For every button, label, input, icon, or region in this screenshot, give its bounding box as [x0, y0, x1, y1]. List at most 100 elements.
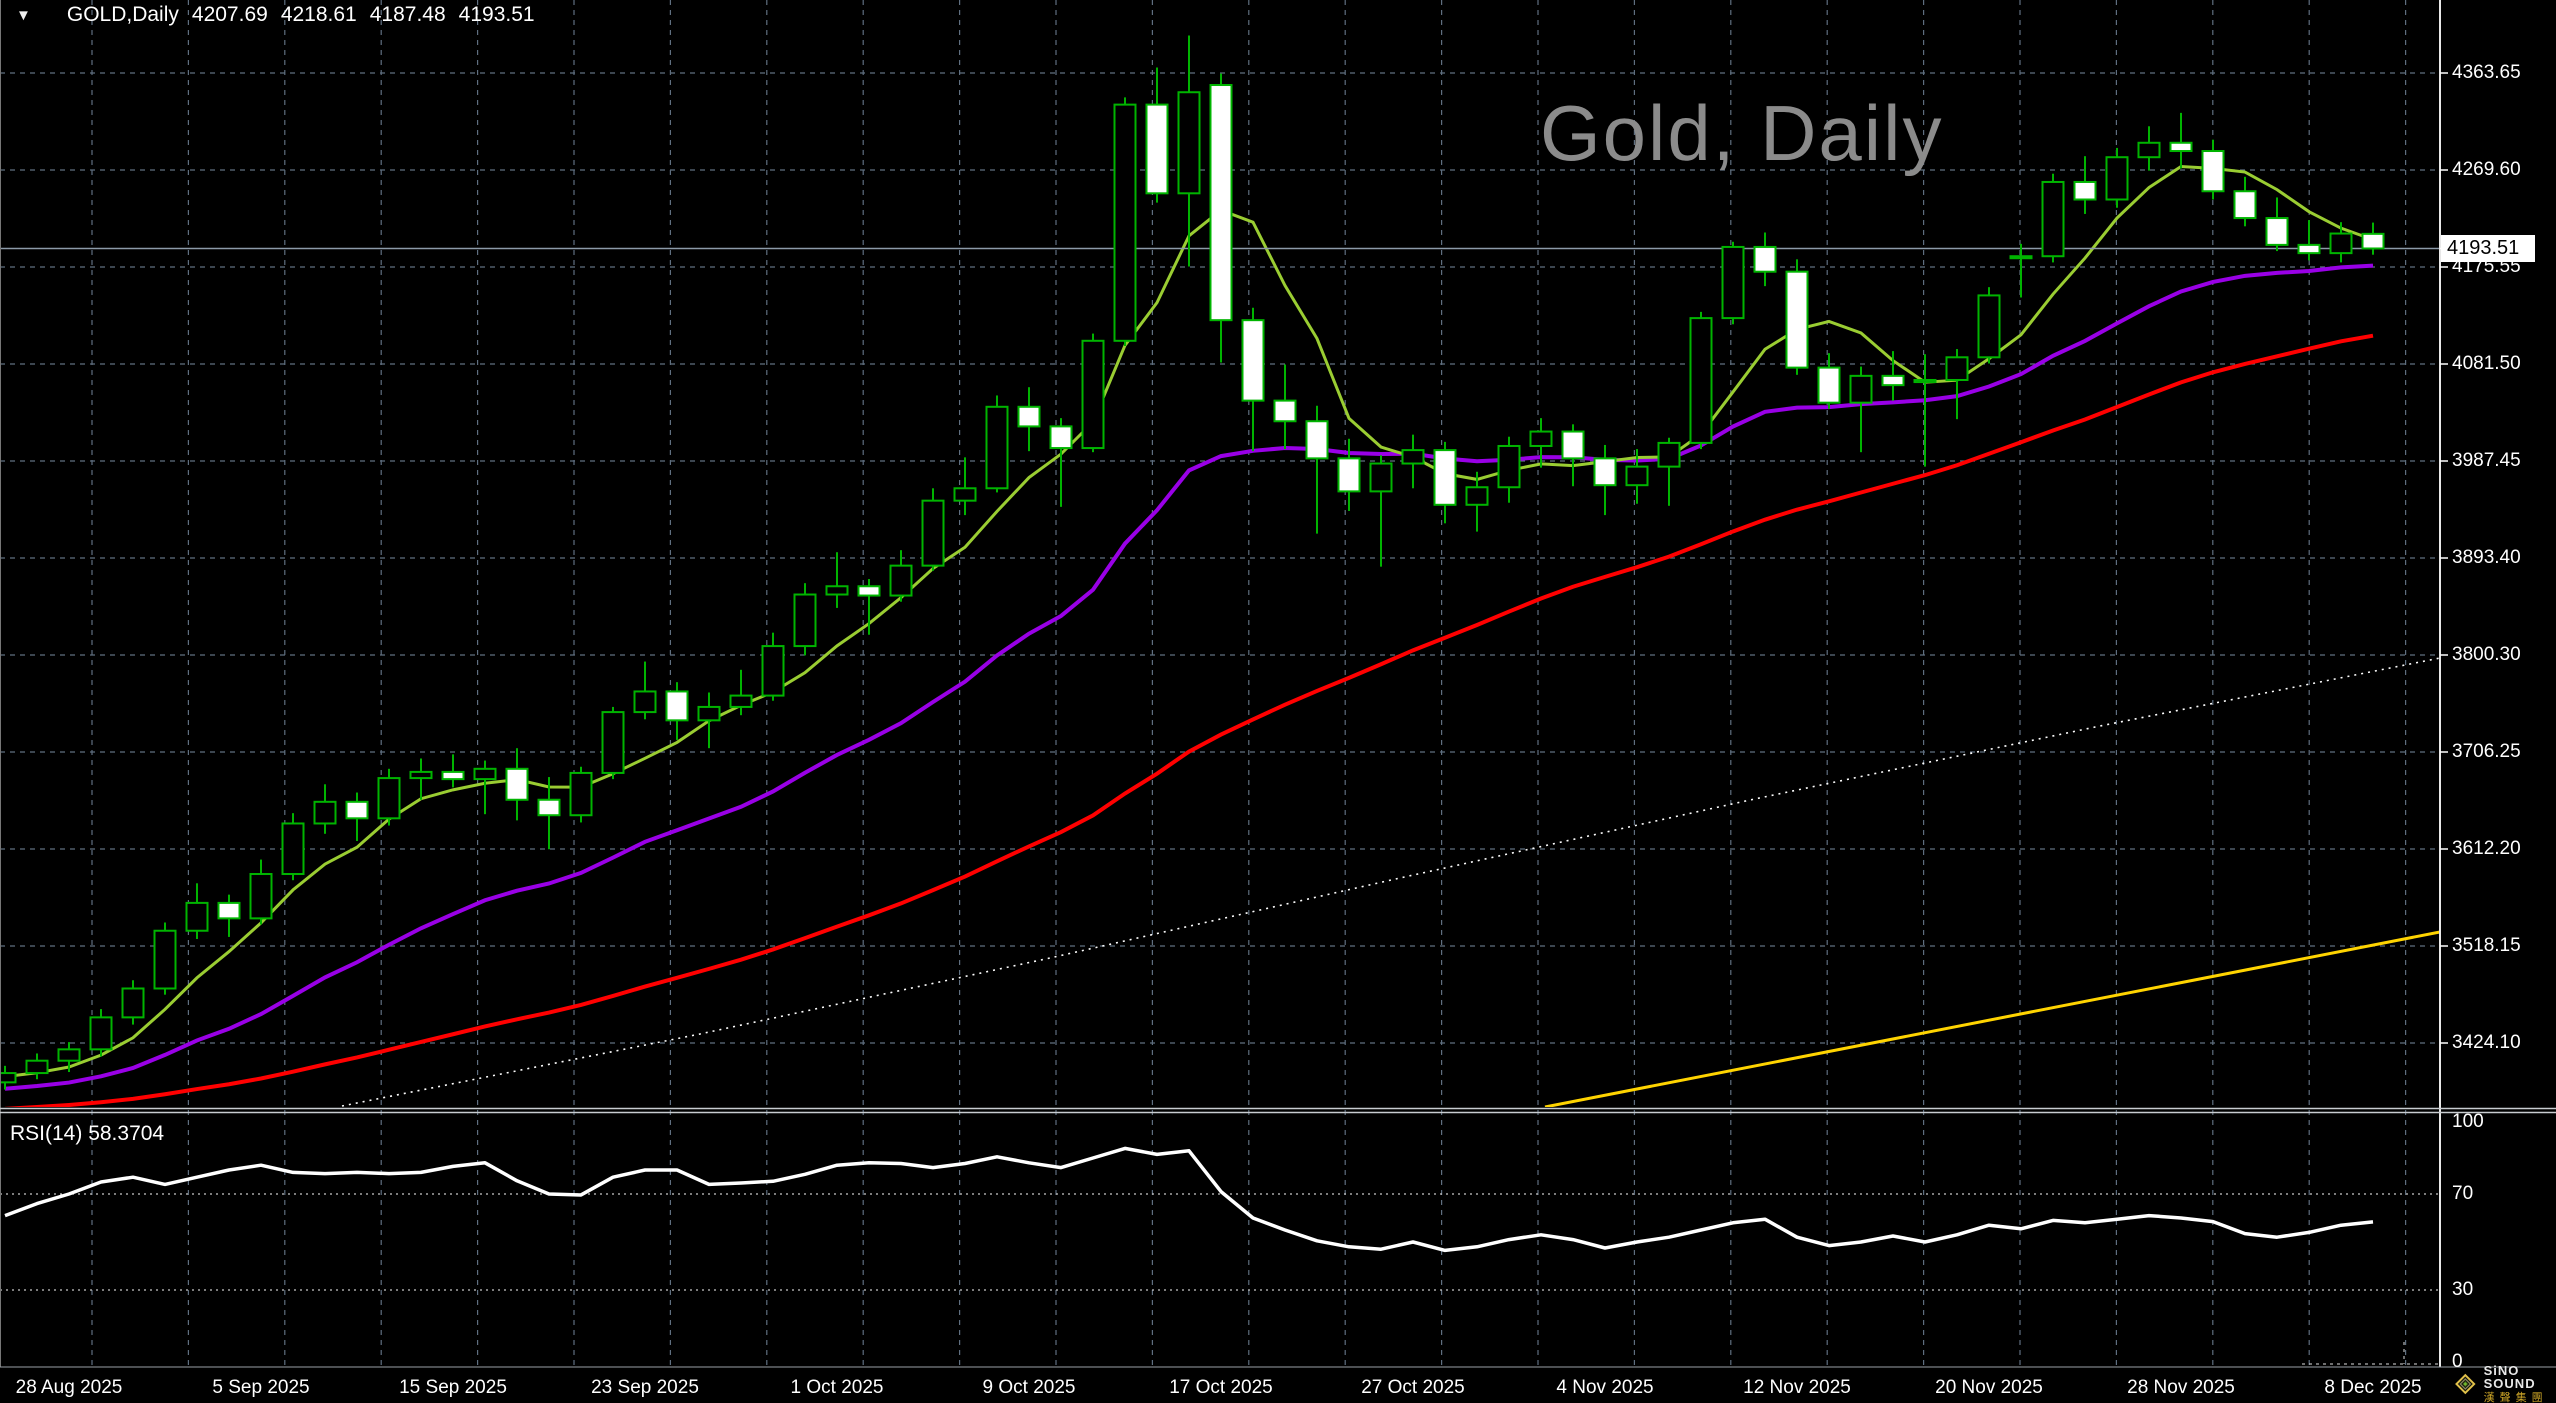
date-axis-label[interactable]: 9 Oct 2025	[982, 1377, 1076, 1398]
candle-bull[interactable]	[761, 645, 785, 697]
candle-bull[interactable]	[1625, 465, 1649, 487]
candle-bull[interactable]	[57, 1048, 81, 1062]
candle-bear[interactable]	[1337, 457, 1361, 493]
candle-bull[interactable]	[281, 822, 305, 876]
broker-logo: SiNO SOUND 漢聲集團	[2452, 1364, 2556, 1403]
candle-bear[interactable]	[537, 798, 561, 817]
candle-bull[interactable]	[569, 771, 593, 817]
date-axis-label[interactable]: 17 Oct 2025	[1169, 1377, 1273, 1398]
price-axis-label: 3987.45	[2452, 450, 2521, 471]
candle-bull[interactable]	[1721, 245, 1745, 320]
date-axis-label[interactable]: 28 Aug 2025	[15, 1377, 123, 1398]
candle-bear[interactable]	[1049, 425, 1073, 450]
open-value: 4207.69	[191, 3, 268, 26]
date-axis-label[interactable]: 15 Sep 2025	[399, 1377, 507, 1398]
candle-bull[interactable]	[1657, 441, 1681, 468]
price-axis-label: 4363.65	[2452, 62, 2521, 83]
date-axis-label[interactable]: 1 Oct 2025	[790, 1377, 884, 1398]
rsi-scale-label: 0	[2452, 1351, 2463, 1372]
watermark: Gold, Daily	[1540, 89, 1944, 177]
candle-bull[interactable]	[473, 767, 497, 781]
date-axis-label[interactable]: 27 Oct 2025	[1361, 1377, 1465, 1398]
candle-bear[interactable]	[1145, 103, 1169, 195]
ma-dotted-line	[341, 657, 2440, 1107]
candle-bull[interactable]	[2137, 141, 2161, 159]
date-axis-label[interactable]: 5 Sep 2025	[212, 1377, 310, 1398]
candle-bear[interactable]	[2201, 150, 2225, 193]
price-axis-label: 3800.30	[2452, 644, 2521, 665]
candle-bull[interactable]	[1401, 449, 1425, 465]
candle-bear[interactable]	[1209, 84, 1233, 322]
candle-bear[interactable]	[1817, 366, 1841, 404]
date-axis-label[interactable]: 8 Dec 2025	[2324, 1377, 2422, 1398]
candle-bull[interactable]	[153, 929, 177, 990]
candle-bear[interactable]	[1593, 457, 1617, 487]
candle-bull[interactable]	[2329, 232, 2353, 255]
candle-bull[interactable]	[1177, 91, 1201, 195]
candle-bear[interactable]	[1561, 430, 1585, 460]
candle-bear[interactable]	[441, 770, 465, 781]
candle-bear[interactable]	[2169, 141, 2193, 153]
candle-bull[interactable]	[25, 1059, 49, 1075]
candle-bear[interactable]	[857, 585, 881, 597]
date-axis-label[interactable]: 20 Nov 2025	[1935, 1377, 2043, 1398]
ma-mid-purple-line	[4, 263, 2374, 1091]
candle-bull[interactable]	[1465, 486, 1489, 506]
candle-bull[interactable]	[1689, 317, 1713, 444]
candle-bear[interactable]	[1881, 374, 1905, 387]
candle-bull[interactable]	[633, 690, 657, 714]
candle-bull[interactable]	[121, 987, 145, 1019]
candle-bull[interactable]	[601, 711, 625, 774]
candle-bull[interactable]	[889, 564, 913, 597]
candle-bull[interactable]	[89, 1016, 113, 1051]
candle-bear[interactable]	[1017, 405, 1041, 428]
candle-bear[interactable]	[2361, 232, 2385, 250]
date-axis-label[interactable]: 4 Nov 2025	[1556, 1377, 1654, 1398]
candle-bear[interactable]	[1305, 420, 1329, 460]
candle-bull[interactable]	[921, 499, 945, 567]
candle-bull[interactable]	[1369, 462, 1393, 493]
candle-bull[interactable]	[825, 585, 849, 596]
date-axis-label[interactable]: 23 Sep 2025	[591, 1377, 699, 1398]
candle-bull[interactable]	[2009, 255, 2033, 260]
candle-bull[interactable]	[1913, 378, 1937, 384]
candle-bear[interactable]	[2297, 243, 2321, 255]
candle-bull[interactable]	[953, 487, 977, 502]
candle-bull[interactable]	[185, 901, 209, 932]
candle-bull[interactable]	[1497, 444, 1521, 489]
candle-bull[interactable]	[1113, 103, 1137, 342]
candle-bull[interactable]	[2105, 156, 2129, 201]
candle-bear[interactable]	[1753, 245, 1777, 273]
candle-bull[interactable]	[1081, 339, 1105, 450]
candle-bear[interactable]	[1273, 399, 1297, 423]
candle-bull[interactable]	[1849, 374, 1873, 404]
date-axis-label[interactable]: 28 Nov 2025	[2127, 1377, 2235, 1398]
candle-bull[interactable]	[985, 405, 1009, 490]
candle-bear[interactable]	[505, 767, 529, 801]
date-axis-label[interactable]: 12 Nov 2025	[1743, 1377, 1851, 1398]
candle-bull[interactable]	[2041, 180, 2065, 258]
candle-bear[interactable]	[217, 901, 241, 920]
candle-bull[interactable]	[377, 777, 401, 820]
candle-bull[interactable]	[409, 770, 433, 780]
price-axis-label: 4175.55	[2452, 256, 2521, 277]
candle-bear[interactable]	[2265, 217, 2289, 246]
candle-bull[interactable]	[313, 800, 337, 825]
candle-bear[interactable]	[345, 800, 369, 820]
candle-bear[interactable]	[2233, 190, 2257, 220]
candle-bear[interactable]	[2073, 180, 2097, 201]
candle-bear[interactable]	[665, 690, 689, 722]
candle-bull[interactable]	[697, 705, 721, 722]
candle-bull[interactable]	[729, 694, 753, 708]
candle-bull[interactable]	[1945, 356, 1969, 381]
candle-bull[interactable]	[1977, 294, 2001, 359]
candle-bear[interactable]	[1241, 319, 1265, 402]
candle-bear[interactable]	[1785, 270, 1809, 369]
candle-bull[interactable]	[249, 873, 273, 920]
candle-bear[interactable]	[1433, 449, 1457, 506]
candle-bull[interactable]	[1529, 430, 1553, 447]
candle-bull[interactable]	[793, 593, 817, 648]
candle-bull[interactable]	[0, 1072, 17, 1084]
